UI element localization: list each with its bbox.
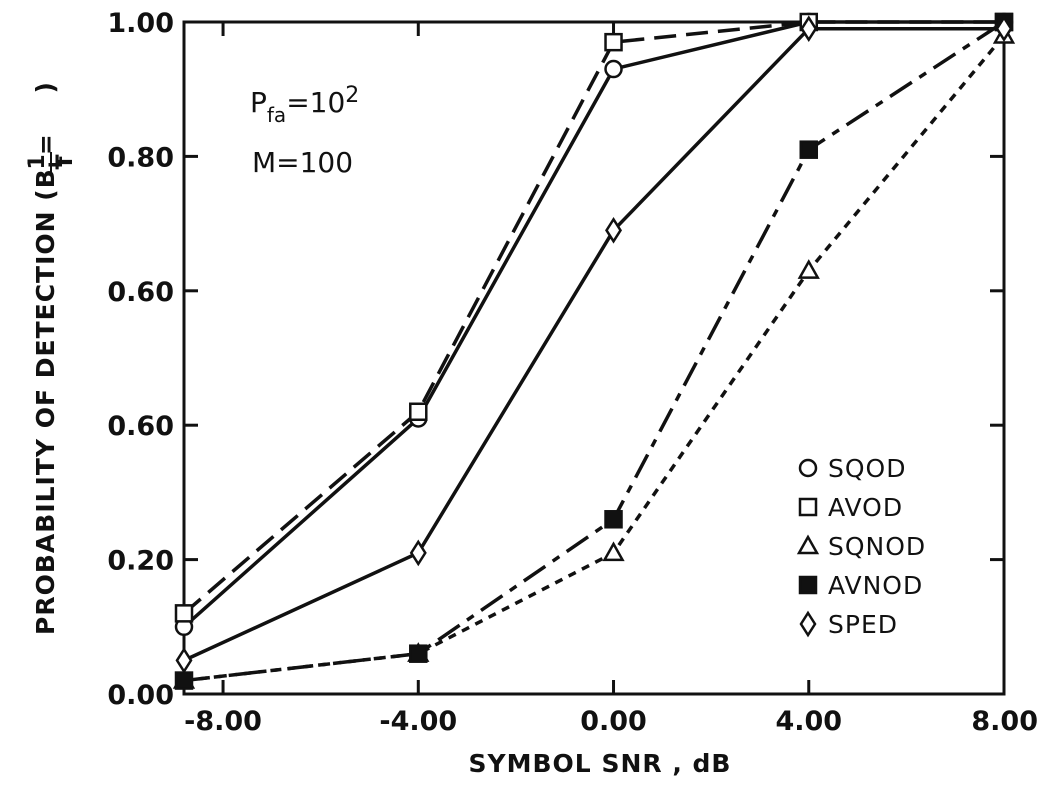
point-sped	[605, 216, 623, 244]
y-title-frac-gap	[31, 93, 60, 103]
y-tick-label: 0.60	[107, 277, 174, 308]
legend-label-sped: SPED	[828, 610, 898, 639]
annotation: Pfa=102 M=100	[250, 83, 359, 179]
x-axis: -8.00 -4.00 0.00 4.00 8.00	[184, 22, 1038, 737]
pfa-base: P	[250, 86, 267, 119]
pfa-sub: fa	[267, 103, 286, 127]
point-avnod	[799, 140, 819, 159]
x-tick-label: 4.00	[775, 706, 842, 737]
legend-marker-sped	[799, 610, 817, 638]
point-avod	[174, 604, 194, 623]
y-axis: 0.00 0.20 0.60 0.60 0.80 1.00	[107, 8, 1004, 711]
legend-label-avnod: AVNOD	[828, 571, 923, 600]
legend-marker-avod	[798, 497, 818, 517]
y-title-denominator: T	[53, 154, 78, 169]
x-tick-label: -4.00	[379, 706, 457, 737]
y-axis-title-fraction: 1 T	[25, 152, 78, 172]
point-sped	[175, 647, 193, 674]
y-title-suffix: )	[31, 81, 60, 93]
y-tick-label: 1.00	[107, 8, 174, 39]
point-sped	[800, 15, 818, 43]
x-tick-label: 0.00	[580, 706, 647, 737]
point-avod	[604, 32, 623, 52]
x-axis-title: SYMBOL SNR , dB	[469, 749, 732, 778]
point-sqnod	[602, 541, 625, 562]
point-avnod	[174, 671, 194, 690]
pfa-eq: =10	[286, 86, 345, 119]
y-tick-label: 0.00	[107, 680, 174, 711]
x-tick-label: 8.00	[971, 706, 1038, 737]
svg-text:PROBABILITY OF DETECTION (BL=: PROBABILITY OF DETECTION (BL= )	[31, 81, 67, 635]
legend-marker-sqod	[798, 458, 818, 478]
point-sped	[995, 15, 1013, 43]
legend-marker-avnod	[798, 575, 818, 595]
series-layer	[172, 12, 1016, 690]
point-avnod	[604, 510, 623, 529]
legend: SQOD AVOD SQNOD AVNOD SPED	[796, 454, 926, 639]
pfa-exp: 2	[345, 83, 359, 108]
y-title-prefix: PROBABILITY OF DETECTION (B	[31, 168, 60, 635]
y-title-numerator: 1	[25, 154, 50, 169]
series-line-sped	[183, 26, 1004, 662]
svg-text:Pfa=102: Pfa=102	[250, 83, 359, 127]
point-sqod	[604, 59, 623, 79]
y-tick-label: 0.20	[107, 546, 174, 577]
x-tick-label: -8.00	[184, 706, 262, 737]
point-sped	[409, 539, 427, 567]
point-sqnod	[797, 259, 820, 279]
y-tick-label: 0.60	[107, 411, 174, 442]
y-tick-label: 0.80	[107, 142, 174, 173]
y-title-equals: =	[31, 133, 60, 155]
series-line-avod	[182, 20, 1004, 615]
legend-label-avod: AVOD	[828, 493, 903, 522]
m-annotation: M=100	[252, 146, 353, 179]
legend-label-sqod: SQOD	[828, 454, 906, 483]
point-avnod	[409, 644, 428, 663]
legend-label-sqnod: SQNOD	[828, 532, 926, 561]
y-axis-title: PROBABILITY OF DETECTION (BL= )	[31, 81, 67, 635]
point-avod	[409, 402, 428, 422]
legend-marker-sqnod	[796, 534, 820, 555]
plot-frame	[182, 20, 1006, 696]
